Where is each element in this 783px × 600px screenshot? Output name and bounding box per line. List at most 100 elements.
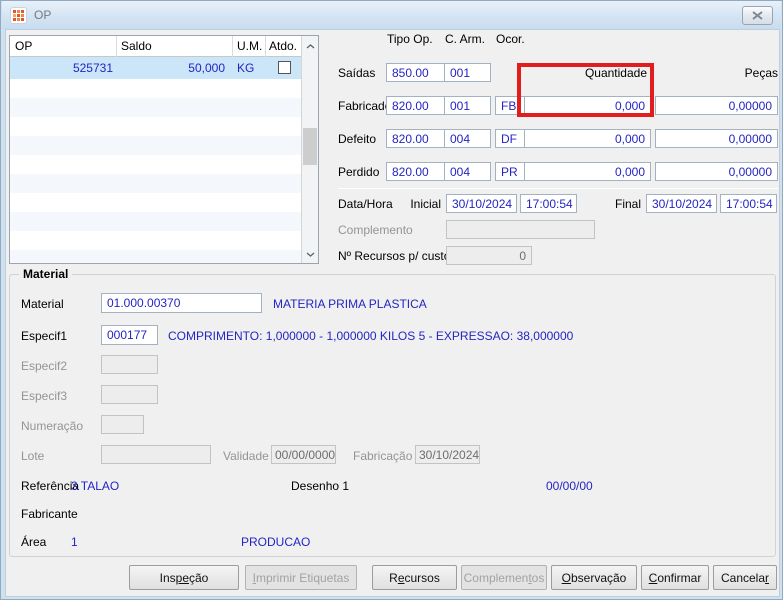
scroll-down-button[interactable] [302, 246, 318, 263]
row-label-defeito: Defeito [338, 132, 377, 146]
defeito-quantidade-field[interactable]: 0,000 [524, 129, 651, 148]
fabricado-ocor-field[interactable]: FB [495, 96, 526, 115]
op-row-empty [10, 231, 303, 250]
scroll-up-button[interactable] [302, 38, 318, 55]
especif3-label: Especif3 [21, 389, 68, 403]
chevron-down-icon [306, 252, 314, 257]
recursos-custos-label: Nº Recursos p/ custos [338, 249, 457, 263]
col-header-op: OP [15, 39, 33, 53]
fabricacao-label: Fabricação [353, 449, 413, 463]
final-time-field[interactable]: 17:00:54 [720, 194, 777, 213]
defeito-pecas-field[interactable]: 0,00000 [655, 129, 778, 148]
perdido-pecas-field[interactable]: 0,00000 [655, 162, 778, 181]
saidas-tipo-op-field[interactable]: 850.00 [386, 63, 449, 82]
inicial-date-field[interactable]: 30/10/2024 [446, 194, 517, 213]
cell-saldo: 50,000 [188, 61, 225, 75]
column-divider [116, 36, 117, 57]
header-tipo-op: Tipo Op. [387, 32, 433, 46]
defeito-ocor-field[interactable]: DF [495, 129, 526, 148]
material-groupbox [9, 274, 776, 557]
lote-label: Lote [21, 449, 45, 463]
validade-label: Validade [223, 449, 269, 463]
fabricado-tipo-op-field[interactable]: 820.00 [386, 96, 449, 115]
fabricante-label: Fabricante [21, 507, 78, 521]
perdido-tipo-op-field[interactable]: 820.00 [386, 162, 449, 181]
saidas-c-arm-field[interactable]: 001 [444, 63, 491, 82]
perdido-c-arm-field[interactable]: 004 [444, 162, 491, 181]
scroll-thumb[interactable] [303, 128, 317, 165]
op-row-empty [10, 174, 303, 193]
defeito-c-arm-field[interactable]: 004 [444, 129, 491, 148]
op-list-header: OP Saldo U.M. Atdo. [10, 36, 303, 57]
desenho-label: Desenho 1 [291, 479, 350, 493]
op-row-empty [10, 250, 303, 263]
complemento-field [446, 220, 595, 239]
especif2-field [101, 355, 158, 374]
cell-op: 525731 [72, 61, 113, 75]
perdido-quantidade-field[interactable]: 0,000 [524, 162, 651, 181]
close-icon [752, 9, 763, 23]
col-header-atdo: Atdo. [269, 39, 298, 53]
lote-field [101, 445, 211, 464]
row-label-fabricado: Fabricado [338, 99, 392, 113]
fabricacao-field: 30/10/2024 [415, 445, 480, 464]
app-icon [10, 6, 27, 24]
section-divider [338, 188, 778, 189]
datahora-label: Data/Hora [338, 197, 393, 211]
inspecao-button[interactable]: Ins pe ção [129, 565, 239, 590]
atdo-checkbox[interactable] [278, 61, 291, 74]
referencia-label: Referência [21, 479, 80, 493]
referencia-date: 00/00/00 [546, 479, 593, 493]
list-scrollbar[interactable] [301, 36, 318, 263]
op-list: OP Saldo U.M. Atdo. 525731 50,000 KG [9, 35, 319, 264]
row-label-perdido: Perdido [338, 165, 380, 179]
especif3-field [101, 385, 158, 404]
material-code-field[interactable]: 01.000.00370 [101, 293, 262, 313]
row-label-saidas: Saídas [338, 66, 376, 80]
op-row-selected[interactable]: 525731 50,000 KG [10, 57, 303, 79]
header-quantidade: Quantidade [584, 66, 647, 80]
col-header-um: U.M. [237, 39, 263, 53]
fabricado-pecas-field[interactable]: 0,00000 [655, 96, 778, 115]
material-group-title: Material [19, 267, 73, 281]
column-divider [232, 36, 233, 57]
close-button[interactable] [742, 6, 773, 25]
especif1-code-field[interactable]: 000177 [101, 325, 158, 345]
cancelar-button[interactable]: Cancela r [713, 565, 777, 590]
header-pecas: Peças [744, 66, 778, 80]
especif1-description: COMPRIMENTO: 1,000000 - 1,000000 KILOS 5… [168, 329, 574, 343]
op-row-empty [10, 98, 303, 117]
complementos-button: Complemen t os [461, 565, 547, 590]
op-row-empty [10, 117, 303, 136]
especif1-label: Especif1 [21, 329, 68, 343]
inicial-time-field[interactable]: 17:00:54 [520, 194, 577, 213]
perdido-ocor-field[interactable]: PR [495, 162, 526, 181]
window-title: OP [34, 8, 52, 22]
material-label: Material [21, 297, 64, 311]
header-ocor: Ocor. [496, 32, 525, 46]
col-header-saldo: Saldo [121, 39, 152, 53]
validade-field: 00/00/0000 [271, 445, 336, 464]
chevron-up-icon [306, 44, 314, 49]
referencia-value: 3 TALAO [71, 479, 120, 493]
op-row-empty [10, 212, 303, 231]
area-value: 1 [71, 535, 78, 549]
op-row-empty [10, 136, 303, 155]
titlebar: OP [2, 1, 781, 29]
numeracao-label: Numeração [21, 419, 84, 433]
numeracao-field [101, 415, 144, 434]
complemento-label: Complemento [338, 223, 413, 237]
defeito-tipo-op-field[interactable]: 820.00 [386, 129, 449, 148]
op-row-empty [10, 193, 303, 212]
op-row-empty [10, 155, 303, 174]
final-date-field[interactable]: 30/10/2024 [646, 194, 717, 213]
especif2-label: Especif2 [21, 359, 68, 373]
final-label: Final [614, 197, 641, 211]
fabricado-quantidade-field[interactable]: 0,000 [524, 96, 651, 115]
fabricado-c-arm-field[interactable]: 001 [444, 96, 491, 115]
